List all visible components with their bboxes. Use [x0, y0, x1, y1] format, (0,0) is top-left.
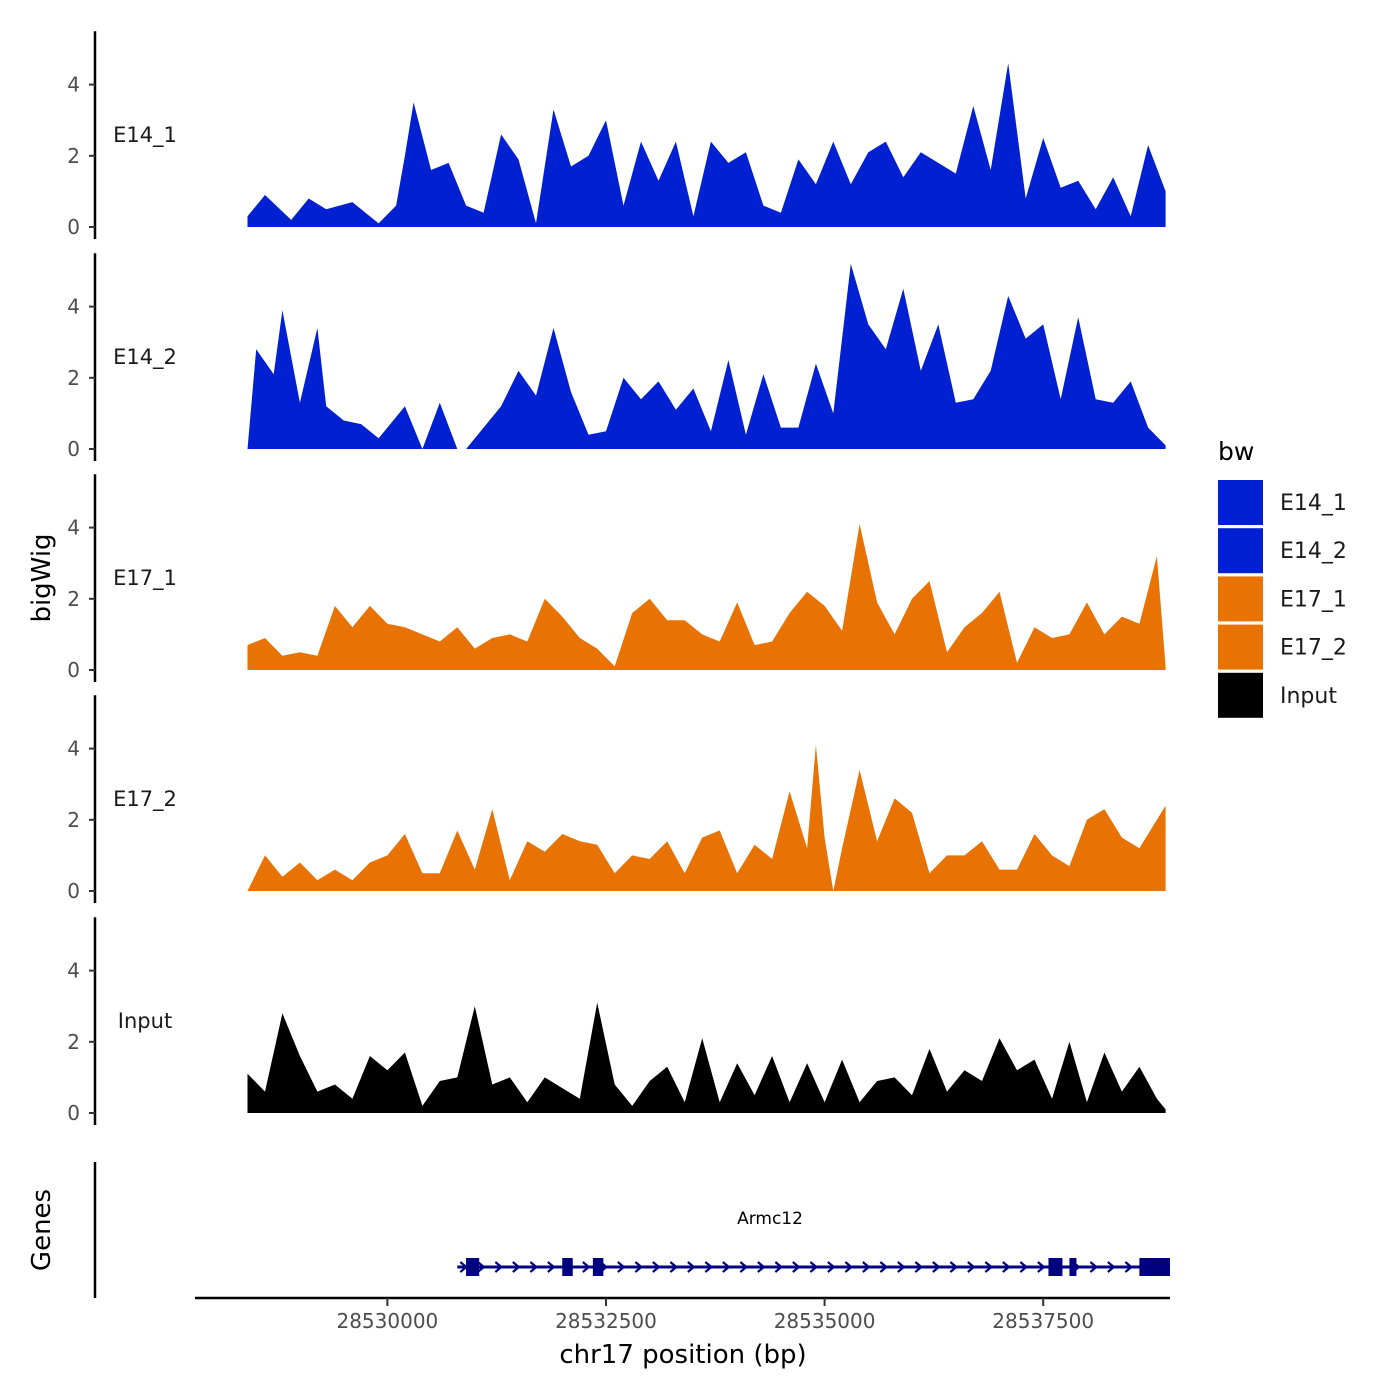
y-tick-label: 0 [67, 437, 80, 461]
strand-arrow [1002, 1261, 1011, 1273]
y-axis-title: bigWig [27, 533, 57, 622]
genes-axis-title: Genes [27, 1189, 57, 1271]
strand-arrow [774, 1261, 784, 1273]
coverage-tracks: 0 2 4 E14_1 0 2 4 E14_2 0 2 4 E17_1 0 2 4 E17_2 0 2 4 Input [67, 31, 1166, 1125]
coverage-area-Input [247, 1002, 1166, 1113]
strand-arrow [1019, 1261, 1029, 1273]
x-tick-label: 28535000 [774, 1309, 876, 1333]
legend-label: E17_1 [1280, 587, 1347, 612]
track-E14_2: 0 2 4 E14_2 [67, 253, 1166, 461]
gene-label: Armc12 [737, 1209, 803, 1229]
y-tick-label: 4 [67, 295, 80, 319]
strand-arrow [1107, 1261, 1116, 1273]
coverage-area-E17_2 [247, 745, 1166, 891]
y-tick-label: 0 [67, 658, 80, 682]
strand-arrow [1037, 1261, 1046, 1273]
y-tick-label: 4 [67, 516, 80, 540]
legend-label: E14_2 [1280, 539, 1347, 564]
y-tick-label: 2 [67, 366, 80, 390]
exon-block [1069, 1258, 1077, 1276]
track-label: Input [118, 1009, 172, 1033]
strand-arrow [512, 1261, 521, 1273]
exon-block [1048, 1258, 1063, 1276]
legend-label: E17_2 [1280, 636, 1347, 661]
strand-arrow [932, 1261, 941, 1273]
track-E14_1: 0 2 4 E14_1 [67, 31, 1166, 239]
strand-arrow [879, 1261, 889, 1273]
strand-arrow [617, 1261, 626, 1273]
strand-arrow [477, 1261, 486, 1273]
strand-arrow [844, 1261, 854, 1273]
strand-arrow [914, 1261, 924, 1273]
strand-arrow [704, 1261, 714, 1273]
y-tick-label: 2 [67, 808, 80, 832]
y-tick-label: 2 [67, 144, 80, 168]
strand-arrow [722, 1261, 731, 1273]
y-tick-label: 0 [67, 1101, 80, 1125]
legend-title: bw [1218, 437, 1254, 466]
exon-block [562, 1258, 573, 1276]
y-tick-label: 4 [67, 73, 80, 97]
legend-label: Input [1280, 684, 1337, 709]
legend-key-E17_1 [1218, 576, 1263, 622]
y-axis-title-group: bigWig [27, 533, 57, 622]
strand-arrow [792, 1261, 801, 1273]
strand-arrow [809, 1261, 819, 1273]
strand-arrow [634, 1261, 644, 1273]
y-tick-label: 4 [67, 959, 80, 983]
legend-key-Input [1218, 672, 1263, 718]
y-tick-label: 0 [67, 879, 80, 903]
strand-arrow [739, 1261, 749, 1273]
coverage-area-E14_2 [247, 263, 1166, 449]
track-Input: 0 2 4 Input [67, 917, 1166, 1125]
strand-arrow [827, 1261, 836, 1273]
track-label: E17_1 [113, 566, 177, 591]
legend-key-E14_1 [1218, 480, 1263, 525]
legend: bw E14_1 E14_2 E17_1 E17_2 Input [1218, 437, 1347, 718]
strand-arrow [897, 1261, 906, 1273]
strand-arrow [967, 1261, 976, 1273]
genes-axis-title-group: Genes [27, 1189, 57, 1271]
strand-arrow [494, 1261, 504, 1273]
y-tick-label: 0 [67, 215, 80, 239]
x-tick-label: 28532500 [555, 1309, 657, 1333]
y-tick-label: 4 [67, 737, 80, 761]
strand-arrow [757, 1261, 766, 1273]
strand-arrow [529, 1261, 539, 1273]
track-label: E14_1 [113, 123, 177, 148]
gene-track: Armc12 [93, 1162, 1170, 1298]
exon-block [466, 1258, 480, 1276]
track-label: E14_2 [113, 345, 177, 370]
y-tick-label: 2 [67, 587, 80, 611]
legend-key-E14_2 [1218, 528, 1263, 574]
strand-arrow [1089, 1261, 1099, 1273]
legend-key-E17_2 [1218, 624, 1263, 670]
strand-arrow [984, 1261, 994, 1273]
coverage-area-E17_1 [247, 524, 1166, 670]
strand-arrow [687, 1261, 696, 1273]
track-E17_2: 0 2 4 E17_2 [67, 695, 1166, 903]
strand-arrow [582, 1261, 591, 1273]
strand-arrow [652, 1261, 661, 1273]
track-label: E17_2 [113, 787, 177, 812]
track-E17_1: 0 2 4 E17_1 [67, 474, 1166, 682]
x-axis-title: chr17 position (bp) [559, 1340, 806, 1370]
x-tick-label: 28530000 [336, 1309, 438, 1333]
exon-block [1139, 1258, 1170, 1276]
strand-arrow [1124, 1261, 1134, 1273]
x-tick-label: 28537500 [992, 1309, 1094, 1333]
exon-block [592, 1258, 604, 1276]
strand-arrow [669, 1261, 679, 1273]
strand-arrow [547, 1261, 556, 1273]
strand-arrow [949, 1261, 959, 1273]
coverage-area-E14_1 [247, 63, 1166, 228]
x-axis: chr17 position (bp) 28530000 28532500 2853… [195, 1296, 1170, 1370]
strand-arrow [862, 1261, 871, 1273]
y-tick-label: 2 [67, 1030, 80, 1054]
legend-label: E14_1 [1280, 491, 1347, 516]
